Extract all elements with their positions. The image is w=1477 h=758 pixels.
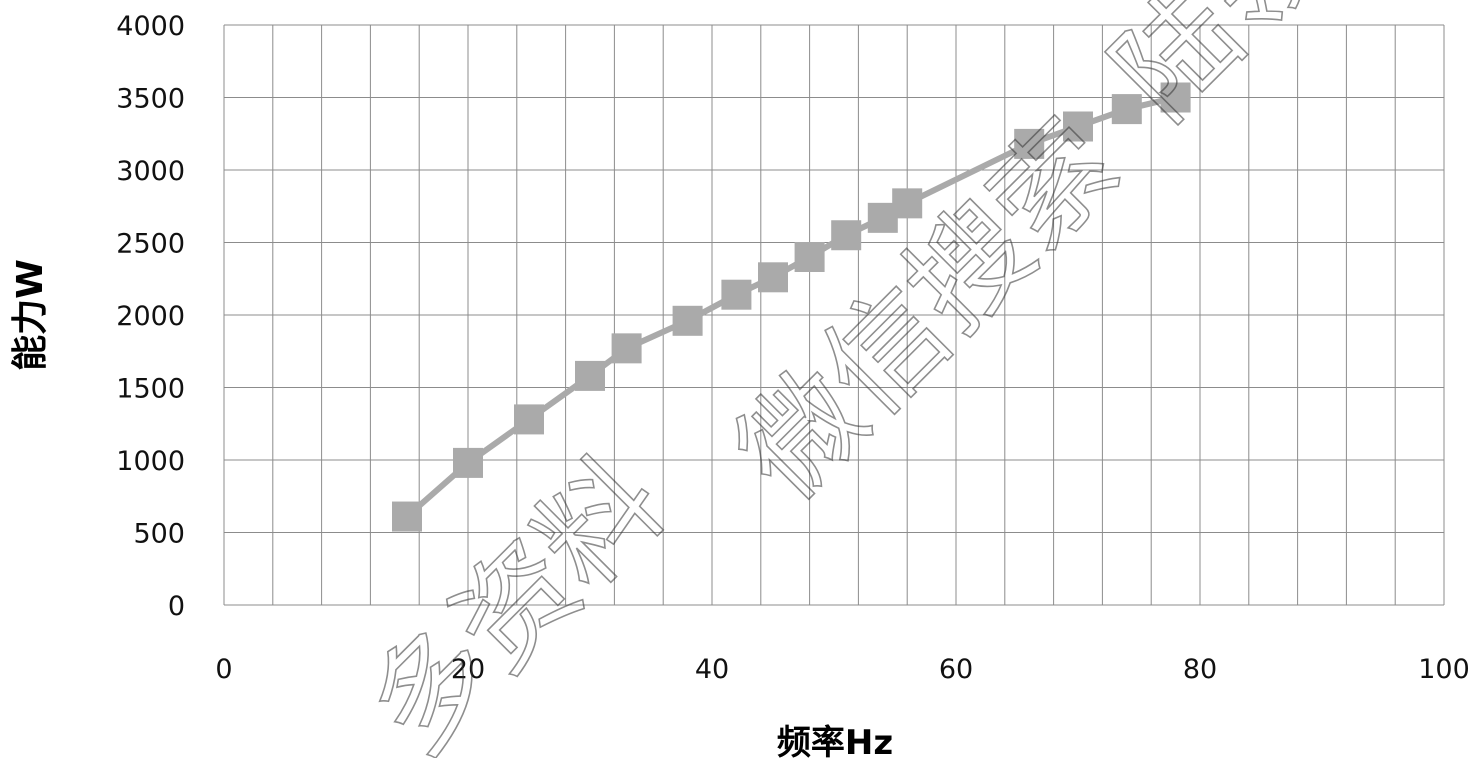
data-point-marker	[514, 404, 544, 435]
y-tick-label: 4000	[116, 11, 185, 42]
series-group	[392, 82, 1191, 532]
y-tick-label: 2000	[116, 301, 185, 332]
y-tick-label: 500	[133, 519, 185, 550]
data-point-marker	[575, 360, 605, 391]
y-tick-label: 2500	[116, 229, 185, 260]
y-axis-title: 能力W	[10, 259, 51, 371]
data-point-marker	[453, 447, 483, 478]
data-point-marker	[611, 333, 642, 364]
data-point-marker	[1160, 82, 1191, 113]
data-point-marker	[721, 279, 752, 310]
x-tick-label: 80	[1183, 654, 1217, 685]
data-point-marker	[1014, 128, 1045, 159]
data-point-marker	[758, 262, 788, 293]
data-point-marker	[392, 501, 422, 532]
x-tick-label: 40	[695, 654, 729, 685]
data-point-marker	[831, 220, 862, 251]
data-point-marker	[672, 305, 703, 336]
data-point-marker	[794, 242, 825, 272]
chart-grid	[223, 24, 1445, 606]
y-axis-ticks: 0 500 1000 1500 2000 2500 3000 3500 4000	[116, 11, 185, 622]
x-axis-title: 频率Hz	[777, 723, 893, 758]
y-tick-label: 1500	[116, 374, 185, 405]
data-point-marker	[892, 188, 923, 219]
x-tick-label: 60	[939, 654, 973, 685]
x-tick-label: 0	[215, 654, 232, 685]
y-tick-label: 1000	[116, 446, 185, 477]
data-point-marker	[1063, 111, 1093, 142]
data-point-marker	[1111, 94, 1142, 125]
y-tick-label: 3500	[116, 84, 185, 115]
watermark-segment-1: 多资料	[342, 432, 690, 758]
y-tick-label: 3000	[116, 156, 185, 187]
x-tick-label: 20	[451, 654, 485, 685]
x-axis-ticks: 0 20 40 60 80 100	[215, 654, 1469, 685]
series-line	[405, 94, 1177, 519]
y-tick-label: 0	[168, 591, 185, 622]
x-tick-label: 100	[1418, 654, 1470, 685]
